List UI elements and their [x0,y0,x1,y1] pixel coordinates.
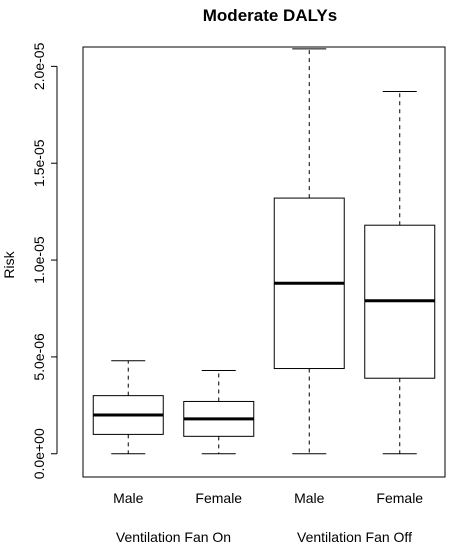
group-label-1: Ventilation Fan On [116,529,231,545]
plot-frame [82,46,446,478]
box-series [92,48,436,455]
chart-title: Moderate DALYs [203,6,337,25]
box-2 [183,369,255,455]
y-axis-label: Risk [1,250,17,278]
x-category-label: Male [113,490,144,506]
box-1 [92,360,164,455]
group-label-2: Ventilation Fan Off [297,529,412,545]
y-tick-label: 1.5e-05 [31,139,47,187]
y-tick-label: 5.0e-06 [31,333,47,381]
y-tick-label: 0.0e+00 [31,428,47,479]
x-category-label: Female [195,490,242,506]
y-axis: 0.0e+00 5.0e-06 1.0e-05 1.5e-05 2.0e-05 [31,42,58,479]
x-axis-labels: Male Female Male Female [113,490,423,506]
x-category-label: Male [294,490,325,506]
box-4 [364,91,436,455]
x-category-label: Female [376,490,423,506]
y-tick-label: 2.0e-05 [31,42,47,90]
group-labels: Ventilation Fan On Ventilation Fan Off [116,529,412,545]
box-3 [273,48,345,455]
y-tick-label: 1.0e-05 [31,236,47,284]
